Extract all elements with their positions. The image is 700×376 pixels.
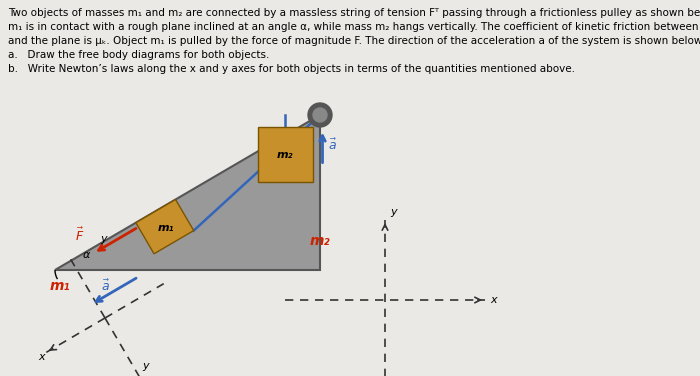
Text: b.   Write Newton’s laws along the x and y axes for both objects in terms of the: b. Write Newton’s laws along the x and y… xyxy=(8,64,575,74)
Text: x: x xyxy=(38,352,45,362)
Circle shape xyxy=(313,108,327,122)
Text: x: x xyxy=(490,295,496,305)
Bar xyxy=(258,127,312,182)
Text: m₂: m₂ xyxy=(310,234,330,248)
Text: y: y xyxy=(142,361,149,371)
Text: and the plane is μₖ. Object m₁ is pulled by the force of magnitude F. The direct: and the plane is μₖ. Object m₁ is pulled… xyxy=(8,36,700,46)
Text: y: y xyxy=(390,207,397,217)
Polygon shape xyxy=(136,200,194,254)
Text: m₂: m₂ xyxy=(276,150,293,159)
Text: m₁ is in contact with a rough plane inclined at an angle α, while mass m₂ hangs : m₁ is in contact with a rough plane incl… xyxy=(8,22,700,32)
Text: Two objects of masses m₁ and m₂ are connected by a massless string of tension Fᵀ: Two objects of masses m₁ and m₂ are conn… xyxy=(8,8,700,18)
Polygon shape xyxy=(55,115,320,270)
Circle shape xyxy=(308,103,332,127)
Text: $\vec{a}$: $\vec{a}$ xyxy=(101,278,111,294)
Text: $\vec{a}$: $\vec{a}$ xyxy=(328,138,338,153)
Text: m₁: m₁ xyxy=(158,223,174,233)
Text: α: α xyxy=(83,250,90,260)
Text: $\vec{F}$: $\vec{F}$ xyxy=(76,227,85,244)
Text: a.   Draw the free body diagrams for both objects.: a. Draw the free body diagrams for both … xyxy=(8,50,270,60)
Text: y: y xyxy=(100,234,106,244)
Text: m₁: m₁ xyxy=(50,279,71,293)
